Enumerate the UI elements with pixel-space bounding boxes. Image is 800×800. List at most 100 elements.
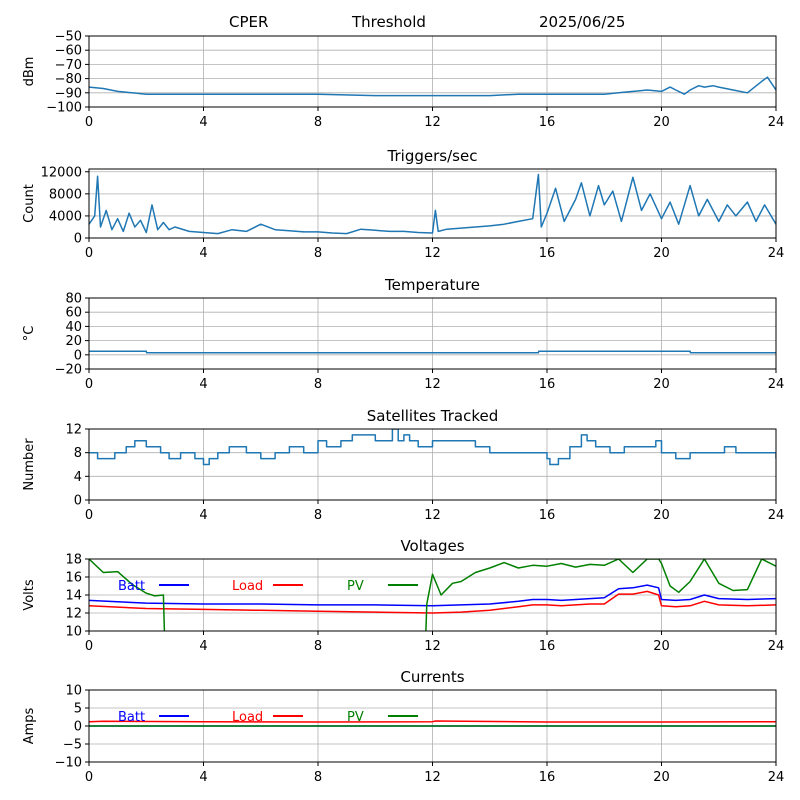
x-tick-label: 4 xyxy=(199,508,207,523)
x-tick-label: 0 xyxy=(85,115,93,130)
y-tick-label: 14 xyxy=(65,589,82,604)
x-tick-label: 12 xyxy=(424,246,441,261)
x-tick-label: 24 xyxy=(768,639,785,654)
x-tick-label: 0 xyxy=(85,508,93,523)
x-tick-label: 8 xyxy=(314,115,322,130)
series-line-voltages-load xyxy=(89,590,776,614)
panel-triggers: 0 4 8 12 16 20 24 0 4000 8000 12000 Triggers/sec Cou… xyxy=(22,147,784,261)
y-tick-label: −5 xyxy=(63,738,82,753)
series-line-triggers-0 xyxy=(89,173,776,235)
y-axis-label: °C xyxy=(22,326,37,342)
y-tick-label: 4 xyxy=(74,470,82,485)
y-tick-label: 16 xyxy=(65,571,82,586)
x-tick-label: 4 xyxy=(199,246,207,261)
series-line-voltages-batt xyxy=(89,584,776,607)
x-tick-label: 8 xyxy=(314,377,322,392)
panel-threshold: 0 4 8 12 16 20 24 −100−90−80−70−60−50 dBm xyxy=(22,30,784,131)
x-tick-label: 8 xyxy=(314,639,322,654)
x-tick-label: 24 xyxy=(768,508,785,523)
y-axis-label: Number xyxy=(22,438,37,491)
x-tick-label: 12 xyxy=(424,377,441,392)
y-tick-label: −60 xyxy=(55,44,82,59)
x-tick-label: 24 xyxy=(768,115,785,130)
panel-title: Currents xyxy=(400,668,464,686)
x-tick-label: 16 xyxy=(539,508,556,523)
panel-satellites: 0 4 8 12 16 20 24 0 4 8 12 Satellites Tracked Number xyxy=(22,407,784,523)
panel-title: Satellites Tracked xyxy=(367,407,498,425)
header-station: CPER xyxy=(229,13,268,31)
y-tick-label: 5 xyxy=(74,702,82,717)
x-tick-label: 0 xyxy=(85,770,93,785)
series-line-currents-load xyxy=(89,720,776,723)
y-tick-label: −20 xyxy=(55,363,82,378)
x-tick-label: 4 xyxy=(199,115,207,130)
x-tick-label: 20 xyxy=(653,770,670,785)
x-tick-label: 20 xyxy=(653,508,670,523)
x-tick-label: 16 xyxy=(539,770,556,785)
y-tick-label: 0 xyxy=(74,348,82,363)
header-mode: Threshold xyxy=(351,13,426,31)
panel-voltages: 0 4 8 12 16 20 24 10 12 14 16 18 Voltages Volts Batt Lo… xyxy=(22,537,784,654)
y-tick-label: −50 xyxy=(55,30,82,45)
y-axis-label: Volts xyxy=(22,579,37,611)
x-tick-label: 24 xyxy=(768,377,785,392)
x-tick-label: 12 xyxy=(424,770,441,785)
y-tick-label: 12000 xyxy=(41,165,82,180)
series-line-voltages-pv xyxy=(89,559,776,631)
y-tick-label: −100 xyxy=(46,101,82,116)
y-tick-label: 0 xyxy=(74,720,82,735)
y-axis-label: dBm xyxy=(22,57,37,87)
x-tick-label: 12 xyxy=(424,508,441,523)
x-tick-label: 12 xyxy=(424,115,441,130)
y-tick-label: 20 xyxy=(65,334,82,349)
y-tick-label: 0 xyxy=(74,232,82,247)
series-line-threshold-0 xyxy=(89,76,776,97)
y-axis-label: Amps xyxy=(22,707,37,744)
y-tick-label: 18 xyxy=(65,553,82,568)
y-tick-label: 0 xyxy=(74,494,82,509)
x-tick-label: 12 xyxy=(424,639,441,654)
series-line-temperature-0 xyxy=(89,350,776,354)
y-tick-label: −90 xyxy=(55,86,82,101)
y-tick-label: −70 xyxy=(55,58,82,73)
x-tick-label: 24 xyxy=(768,770,785,785)
y-tick-label: 8 xyxy=(74,446,82,461)
legend-label-batt: Batt xyxy=(118,579,145,594)
x-tick-label: 20 xyxy=(653,639,670,654)
y-tick-label: 8000 xyxy=(49,187,82,202)
y-tick-label: 40 xyxy=(65,320,82,335)
y-axis-label: Count xyxy=(22,184,37,223)
x-tick-label: 20 xyxy=(653,246,670,261)
legend-label-batt: Batt xyxy=(118,710,145,725)
x-tick-label: 4 xyxy=(199,770,207,785)
legend-label-load: Load xyxy=(232,710,263,725)
header-date: 2025/06/25 xyxy=(539,13,625,31)
x-tick-label: 16 xyxy=(539,639,556,654)
y-tick-label: 12 xyxy=(65,423,82,438)
x-tick-label: 24 xyxy=(768,246,785,261)
y-tick-label: −10 xyxy=(55,756,82,771)
x-tick-label: 0 xyxy=(85,246,93,261)
x-tick-label: 8 xyxy=(314,770,322,785)
panel-currents: 0 4 8 12 16 20 24 −10 −5 0 5 10 Currents Amps Batt Load… xyxy=(22,668,784,785)
panel-title: Voltages xyxy=(400,537,464,555)
x-tick-label: 8 xyxy=(314,246,322,261)
x-tick-label: 4 xyxy=(199,639,207,654)
x-tick-label: 20 xyxy=(653,377,670,392)
y-tick-label: 4000 xyxy=(49,209,82,224)
x-tick-label: 8 xyxy=(314,508,322,523)
y-tick-label: 10 xyxy=(65,625,82,640)
x-tick-label: 0 xyxy=(85,639,93,654)
x-tick-label: 20 xyxy=(653,115,670,130)
y-tick-label: 80 xyxy=(65,292,82,307)
panel-title: Temperature xyxy=(384,276,480,294)
y-tick-label: 10 xyxy=(65,684,82,699)
y-tick-label: −80 xyxy=(55,72,82,87)
x-tick-label: 4 xyxy=(199,377,207,392)
y-tick-label: 12 xyxy=(65,607,82,622)
legend-label-pv: PV xyxy=(347,710,364,725)
legend-label-load: Load xyxy=(232,579,263,594)
